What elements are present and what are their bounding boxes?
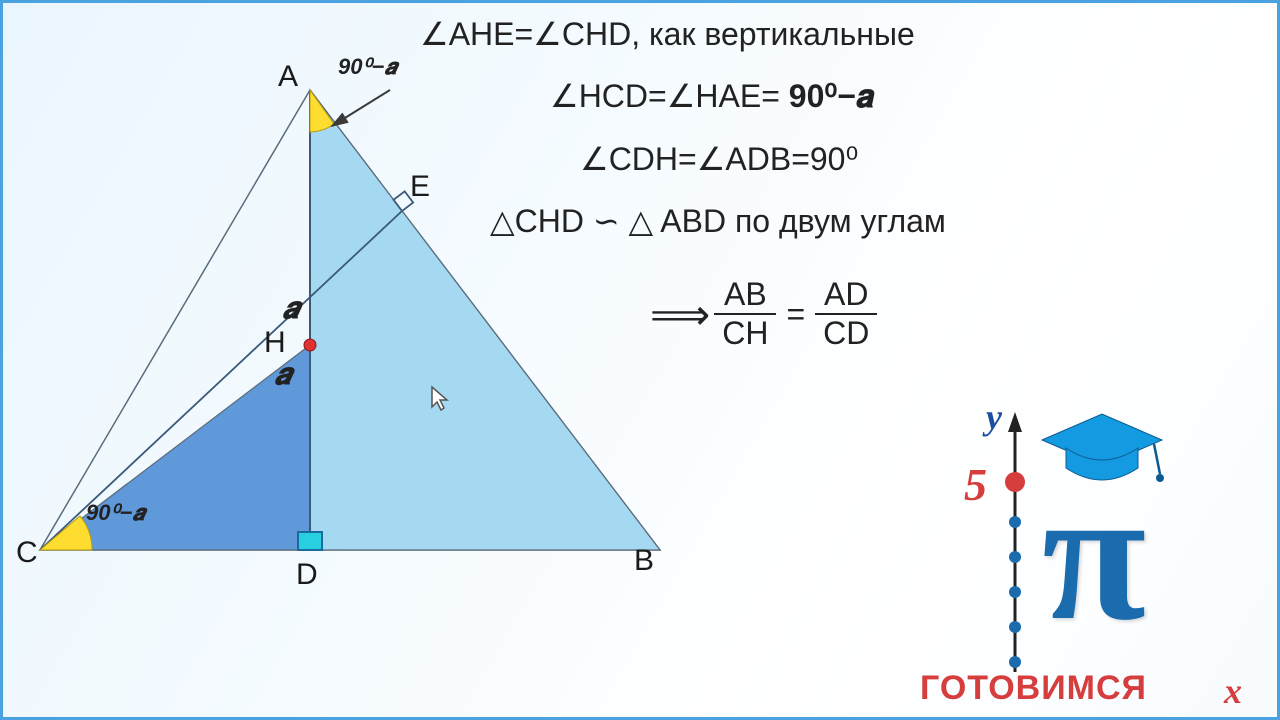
frac-num: AB	[714, 276, 776, 315]
y-axis-label: у	[986, 396, 1002, 438]
equals: =	[786, 296, 805, 333]
triangle-diagram: A B C D E H 90⁰−𝒂 90⁰−𝒂 𝒂 𝒂	[20, 60, 680, 600]
angle-C-label: 90⁰−𝒂	[86, 500, 145, 526]
angle-A-label: 90⁰−𝒂	[338, 54, 397, 80]
vertex-A: A	[278, 60, 298, 94]
diagram-svg	[20, 60, 680, 620]
proof-line-1: ∠AHE=∠CHD, как вертикальные	[420, 15, 1240, 53]
frac-den: CH	[714, 315, 776, 352]
proof-text: 90⁰−𝒂	[789, 78, 874, 114]
proof-line-5: ⟹ AB CH = AD CD	[650, 276, 877, 352]
vertex-H: H	[264, 326, 286, 360]
fraction-2: AD CD	[815, 276, 877, 352]
channel-logo: π 5 у х ГОТОВИМСЯ	[890, 392, 1240, 712]
alpha-top: 𝒂	[282, 292, 299, 326]
proof-text: ∠AHE	[420, 16, 514, 52]
fraction-1: AB CH	[714, 276, 776, 352]
proof-text: =∠CHD,	[514, 16, 648, 52]
frac-den: CD	[815, 315, 877, 352]
vertex-C: C	[16, 536, 38, 570]
pi-icon: π	[1042, 446, 1146, 664]
vertex-E: E	[410, 170, 430, 204]
x-axis-label: х	[1224, 670, 1242, 712]
vertex-B: B	[634, 544, 654, 578]
mouse-cursor-icon	[430, 385, 450, 413]
proof-text: как вертикальные	[649, 16, 915, 52]
vertex-D: D	[296, 558, 318, 592]
frac-num: AD	[815, 276, 877, 315]
ready-text: ГОТОВИМСЯ	[920, 669, 1147, 708]
alpha-bottom: 𝒂	[274, 358, 291, 392]
score-five: 5	[964, 458, 987, 511]
